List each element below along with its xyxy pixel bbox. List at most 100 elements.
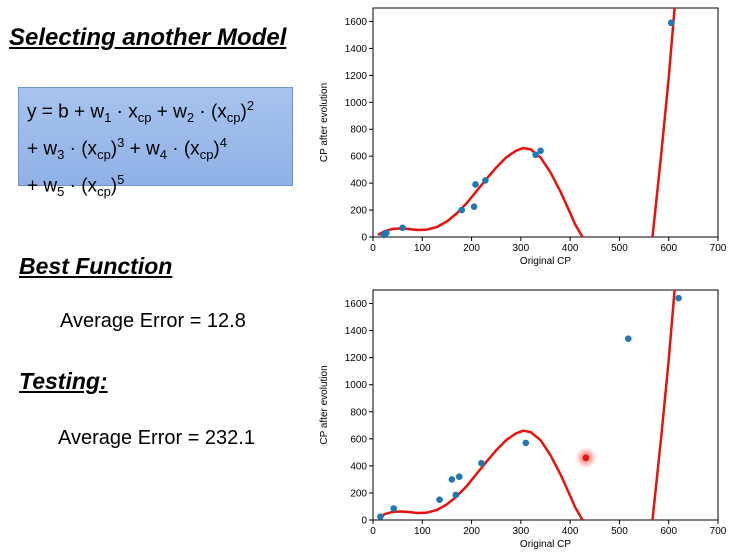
x-tick-label: 200 bbox=[463, 243, 480, 254]
formula-segment: ) bbox=[110, 138, 118, 160]
data-point bbox=[455, 473, 463, 481]
fit-curve bbox=[377, 146, 584, 237]
y-tick-label: 1000 bbox=[345, 380, 368, 391]
formula-segment: y = b + w bbox=[27, 101, 105, 123]
formula-segment: cp bbox=[97, 147, 111, 163]
y-tick-label: 400 bbox=[350, 461, 367, 472]
x-axis-label: Original CP bbox=[520, 256, 571, 267]
y-axis-label: CP after evolution bbox=[319, 365, 330, 444]
formula-segment: · (x bbox=[64, 138, 98, 160]
formula-segment: ) bbox=[213, 138, 220, 160]
formula-segment: + w bbox=[27, 138, 58, 160]
formula-segment: cp bbox=[97, 184, 111, 200]
y-tick-label: 800 bbox=[350, 125, 367, 136]
y-tick-label: 0 bbox=[361, 516, 367, 527]
x-tick-label: 500 bbox=[611, 526, 628, 537]
formula-line-1: y = b + w1 · xcp + w2 · (xcp)2 bbox=[27, 93, 284, 130]
fit-curve-tail bbox=[651, 290, 676, 520]
best-function-heading: Best Function bbox=[19, 253, 173, 279]
slide-title: Selecting another Model bbox=[9, 24, 287, 51]
y-tick-label: 600 bbox=[350, 434, 367, 445]
testing-heading: Testing: bbox=[19, 368, 108, 394]
y-axis-label: CP after evolution bbox=[319, 83, 330, 162]
data-point bbox=[399, 224, 406, 232]
formula-segment: · (x bbox=[194, 101, 227, 123]
data-point bbox=[625, 335, 632, 343]
x-tick-label: 400 bbox=[562, 526, 579, 537]
formula-segment: 5 bbox=[57, 184, 65, 200]
train-error-text: Average Error = 12.8 bbox=[60, 310, 246, 332]
data-point bbox=[390, 505, 398, 512]
data-point bbox=[482, 177, 489, 184]
y-tick-label: 0 bbox=[361, 233, 367, 244]
fit-curve bbox=[377, 429, 584, 520]
formula-segment: · (x bbox=[166, 138, 200, 160]
chart-frame bbox=[372, 289, 719, 521]
formula-segment: 3 bbox=[117, 135, 125, 151]
data-point bbox=[472, 181, 479, 188]
formula-segment: 3 bbox=[57, 147, 65, 163]
x-tick-label: 500 bbox=[611, 243, 628, 254]
test-error-text: Average Error = 232.1 bbox=[58, 427, 255, 449]
x-tick-label: 100 bbox=[414, 526, 431, 537]
x-tick-label: 300 bbox=[513, 526, 530, 537]
x-tick-label: 700 bbox=[710, 526, 727, 537]
formula-segment: ) bbox=[110, 175, 118, 197]
x-tick-label: 100 bbox=[414, 243, 431, 254]
x-tick-label: 400 bbox=[562, 243, 579, 254]
y-tick-label: 1600 bbox=[345, 17, 368, 28]
formula-box: y = b + w1 · xcp + w2 · (xcp)2 + w3 · (x… bbox=[18, 87, 293, 199]
x-tick-label: 200 bbox=[463, 526, 480, 537]
y-tick-label: 200 bbox=[350, 206, 367, 217]
data-point bbox=[436, 496, 443, 504]
fit-curve-group bbox=[377, 8, 676, 237]
data-point bbox=[537, 147, 544, 155]
y-tick-label: 200 bbox=[350, 488, 367, 499]
y-tick-label: 1600 bbox=[345, 299, 368, 310]
y-tick-label: 800 bbox=[350, 407, 367, 418]
y-tick-label: 400 bbox=[350, 179, 367, 190]
y-tick-label: 1400 bbox=[345, 326, 368, 337]
formula-segment: 4 bbox=[219, 135, 227, 151]
x-tick-label: 0 bbox=[370, 526, 376, 537]
data-point bbox=[377, 513, 384, 520]
formula-segment: 2 bbox=[246, 98, 255, 113]
x-axis-label: Original CP bbox=[520, 539, 571, 550]
y-tick-label: 1400 bbox=[345, 44, 368, 55]
y-tick-label: 600 bbox=[350, 152, 367, 163]
formula-segment: 2 bbox=[186, 110, 195, 126]
formula-segment: ) bbox=[240, 101, 247, 123]
formula-segment: + w bbox=[124, 138, 160, 160]
data-point bbox=[522, 439, 530, 447]
data-point bbox=[448, 476, 456, 483]
data-point bbox=[458, 206, 466, 214]
formula-segment: 4 bbox=[159, 147, 167, 163]
data-point bbox=[532, 151, 539, 159]
data-point bbox=[452, 491, 460, 499]
x-tick-label: 600 bbox=[660, 526, 677, 537]
x-tick-label: 0 bbox=[370, 243, 376, 254]
highlight-point bbox=[582, 454, 590, 462]
x-tick-label: 300 bbox=[513, 243, 530, 254]
y-tick-label: 1200 bbox=[345, 353, 368, 364]
fit-curve-tail bbox=[651, 8, 676, 237]
formula-segment: 1 bbox=[104, 110, 112, 126]
formula-segment: 5 bbox=[117, 172, 125, 188]
formula-segment: cp bbox=[226, 110, 241, 126]
chart-frame bbox=[372, 7, 719, 238]
formula-line-3: + w5 · (xcp)5 bbox=[27, 167, 284, 204]
data-point bbox=[470, 203, 478, 210]
y-tick-label: 1200 bbox=[345, 71, 368, 82]
formula-segment: cp bbox=[137, 110, 152, 126]
y-tick-label: 1000 bbox=[345, 98, 368, 109]
formula-segment: + w bbox=[27, 175, 58, 197]
formula-segment: · (x bbox=[64, 175, 98, 197]
x-tick-label: 600 bbox=[660, 243, 677, 254]
formula-segment: · x bbox=[111, 101, 138, 123]
x-tick-label: 700 bbox=[710, 243, 727, 254]
formula-segment: + w bbox=[151, 101, 187, 123]
data-point bbox=[478, 459, 485, 467]
data-point bbox=[383, 229, 390, 237]
formula-segment: cp bbox=[199, 147, 214, 163]
